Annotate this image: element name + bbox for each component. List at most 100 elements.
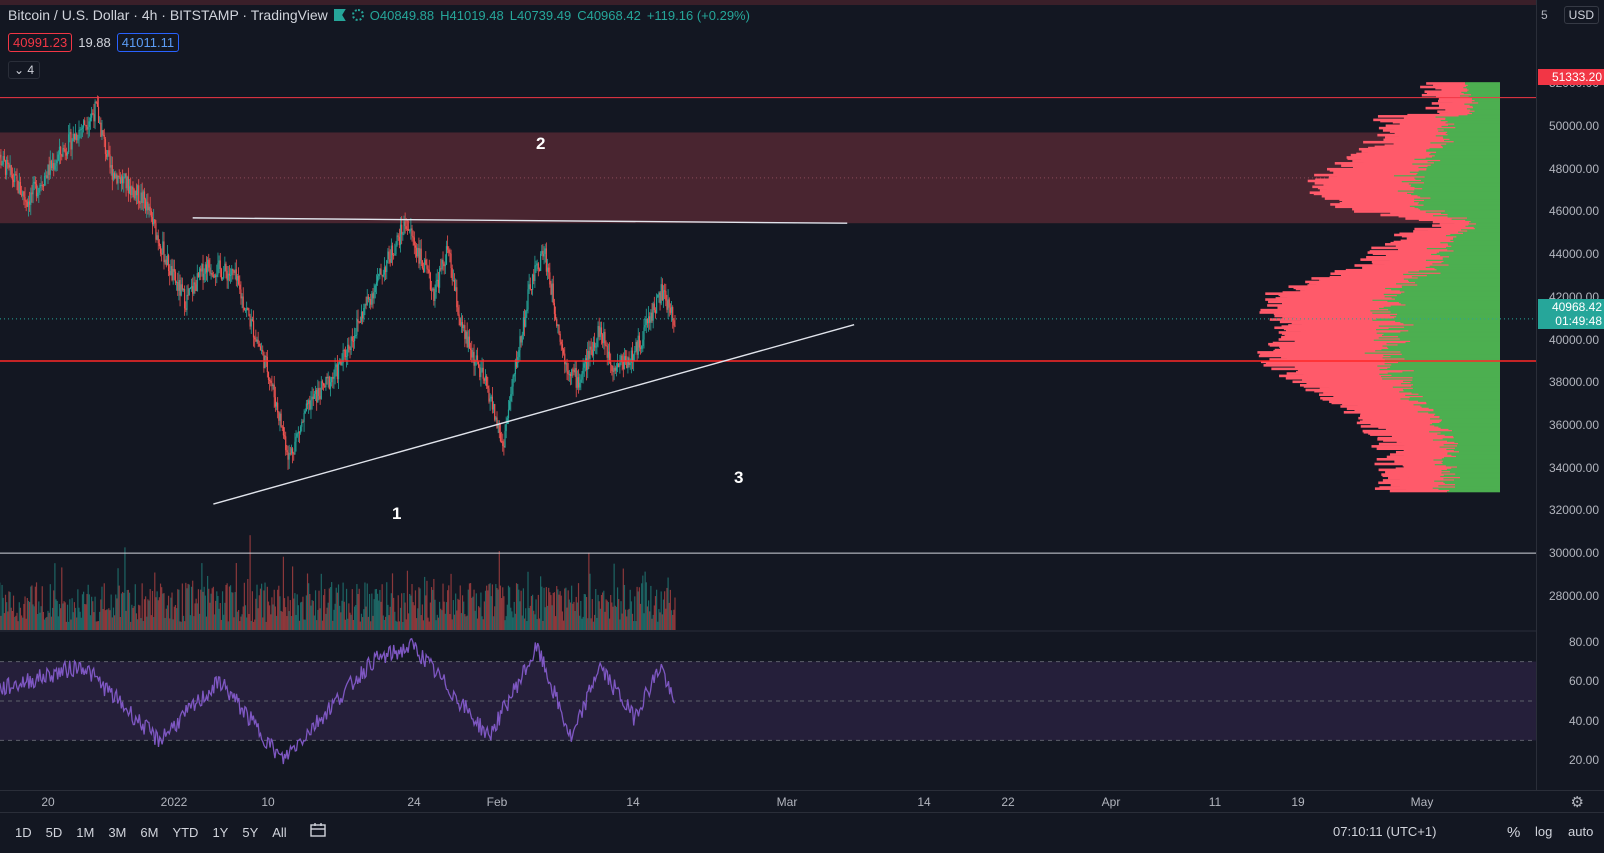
volume-bar xyxy=(635,621,636,630)
volume-bar xyxy=(321,574,322,630)
volume-bar xyxy=(293,599,294,630)
price-chart[interactable] xyxy=(0,0,1536,790)
candle xyxy=(23,191,24,197)
volume-bar xyxy=(555,616,556,630)
candle xyxy=(250,316,251,327)
candle xyxy=(266,356,267,357)
volume-bar xyxy=(650,586,651,630)
volume-bar xyxy=(579,616,580,630)
candle xyxy=(190,288,191,289)
volume-bar xyxy=(169,618,170,630)
volume-bar xyxy=(436,620,437,630)
candle xyxy=(272,385,273,386)
indicators-toggle[interactable]: ⌄ 4 xyxy=(8,61,40,79)
range-button-5y[interactable]: 5Y xyxy=(242,825,258,840)
trend-line-2[interactable] xyxy=(213,325,854,504)
candle xyxy=(349,348,350,350)
volume-bar xyxy=(410,596,411,630)
candle xyxy=(90,118,91,122)
range-button-1m[interactable]: 1M xyxy=(76,825,94,840)
volume-bar xyxy=(673,610,674,630)
candle xyxy=(591,347,592,350)
currency-button[interactable]: USD xyxy=(1564,6,1599,24)
volume-bar xyxy=(439,602,440,630)
volume-bar xyxy=(464,614,465,630)
candle xyxy=(21,194,22,195)
volume-bar xyxy=(235,592,236,630)
rsi-tick: 20.00 xyxy=(1569,753,1599,767)
candle xyxy=(59,147,60,155)
clock-timezone[interactable]: 07:10:11 (UTC+1) xyxy=(1333,824,1436,839)
volume-bar xyxy=(165,618,166,630)
volume-bar xyxy=(308,583,309,630)
range-button-5d[interactable]: 5D xyxy=(46,825,63,840)
range-button-3m[interactable]: 3M xyxy=(108,825,126,840)
volume-bar xyxy=(175,605,176,630)
volume-bar xyxy=(30,587,31,630)
go-to-date-icon[interactable] xyxy=(309,822,327,838)
price-tick: 32000.00 xyxy=(1549,503,1599,517)
sell-price-button[interactable]: 40991.23 xyxy=(8,33,72,52)
range-button-1d[interactable]: 1D xyxy=(15,825,32,840)
volume-bar xyxy=(290,600,291,630)
candle xyxy=(323,383,324,385)
volume-bar xyxy=(471,598,472,630)
volume-bar xyxy=(208,589,209,630)
flag-icon[interactable] xyxy=(334,9,346,21)
volume-bar xyxy=(201,563,202,630)
annotation-1: 1 xyxy=(392,504,401,524)
candle xyxy=(223,272,224,279)
log-toggle[interactable]: log xyxy=(1535,824,1552,839)
volume-bar xyxy=(310,606,311,630)
candle xyxy=(197,273,198,291)
candle xyxy=(374,292,375,298)
settings-gear-icon[interactable]: ⚙ xyxy=(1571,793,1584,811)
volume-bar xyxy=(11,608,12,630)
volume-bar xyxy=(43,612,44,630)
range-button-all[interactable]: All xyxy=(272,825,286,840)
buy-price-button[interactable]: 41011.11 xyxy=(117,33,179,52)
volume-bar xyxy=(429,622,430,630)
volume-bar xyxy=(496,588,497,630)
candle xyxy=(166,260,167,266)
candle xyxy=(151,211,152,217)
candle xyxy=(588,351,589,359)
candle xyxy=(360,322,361,323)
symbol-title[interactable]: Bitcoin / U.S. Dollar · 4h · BITSTAMP · … xyxy=(8,7,328,23)
percent-toggle[interactable]: % xyxy=(1507,824,1520,841)
candle xyxy=(26,200,27,201)
candle xyxy=(330,382,331,389)
volume-bar xyxy=(60,608,61,630)
volume-bar xyxy=(591,618,592,630)
volume-bar xyxy=(472,597,473,630)
candle xyxy=(165,260,166,262)
auto-toggle[interactable]: auto xyxy=(1568,824,1593,839)
volume-bar xyxy=(301,602,302,630)
candle xyxy=(359,321,360,322)
candle xyxy=(618,363,619,366)
candle xyxy=(117,176,118,183)
candle xyxy=(299,431,300,432)
range-button-1y[interactable]: 1Y xyxy=(212,825,228,840)
range-button-ytd[interactable]: YTD xyxy=(172,825,198,840)
volume-bar xyxy=(80,612,81,630)
candle xyxy=(354,336,355,341)
candle xyxy=(461,322,462,325)
volume-bar xyxy=(382,584,383,630)
volume-bar xyxy=(626,616,627,630)
volume-bar xyxy=(233,617,234,630)
candle xyxy=(143,191,144,202)
volume-bar xyxy=(59,604,60,630)
volume-bar xyxy=(281,611,282,630)
volume-bar xyxy=(197,603,198,630)
price-axis[interactable]: 5 USD 52000.0050000.0048000.0046000.0044… xyxy=(1536,0,1604,790)
volume-bar xyxy=(253,622,254,630)
candle xyxy=(519,336,520,350)
range-button-6m[interactable]: 6M xyxy=(140,825,158,840)
candle xyxy=(463,325,464,328)
candle xyxy=(610,362,611,365)
volume-bar xyxy=(565,588,566,630)
volume-bar xyxy=(360,622,361,630)
volume-bar xyxy=(406,619,407,630)
